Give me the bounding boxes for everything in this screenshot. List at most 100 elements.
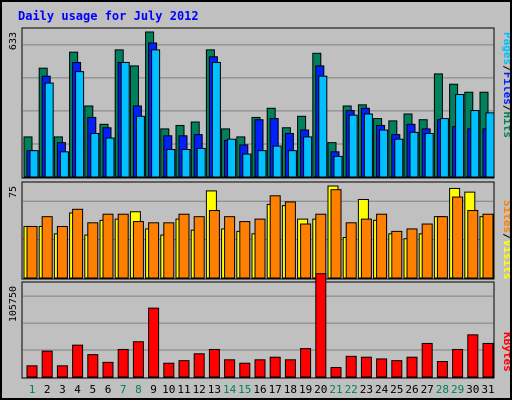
bar-sites-day-22 (345, 222, 357, 279)
x-tick-label-day-2: 2 (44, 383, 51, 396)
bar-pages-day-11 (181, 149, 191, 178)
x-tick-label-day-20: 20 (314, 383, 327, 396)
bar-kbytes-day-7 (117, 348, 129, 378)
x-tick-label-day-13: 13 (208, 383, 221, 396)
sites-ymax-label: 75 (8, 186, 19, 198)
bar-sites-day-24 (376, 213, 388, 279)
x-tick-label-day-14: 14 (223, 383, 237, 396)
bar-sites-day-16 (254, 218, 266, 279)
bar-pages-day-16 (257, 150, 267, 178)
bar-kbytes-day-3 (56, 365, 68, 378)
bar-sites-day-3 (56, 225, 68, 279)
bar-kbytes-day-21 (330, 367, 342, 378)
legend-pages: Pages (501, 32, 510, 65)
bar-kbytes-day-15 (239, 362, 251, 378)
bar-pages-day-20 (318, 75, 328, 178)
bar-pages-day-17 (272, 145, 282, 178)
bar-kbytes-day-24 (376, 358, 388, 378)
bar-pages-day-14 (227, 138, 237, 178)
x-tick-label-day-24: 24 (375, 383, 389, 396)
bar-sites-day-8 (132, 221, 144, 279)
x-tick-label-day-11: 11 (177, 383, 190, 396)
bar-kbytes-day-13 (208, 348, 220, 378)
bar-pages-day-15 (242, 153, 252, 178)
bar-kbytes-day-30 (467, 334, 479, 378)
x-tick-label-day-22: 22 (345, 383, 358, 396)
bar-sites-day-4 (72, 208, 84, 279)
x-tick-label-day-5: 5 (89, 383, 96, 396)
bar-sites-day-7 (117, 213, 129, 279)
x-tick-label-day-12: 12 (193, 383, 206, 396)
bar-kbytes-day-17 (269, 356, 281, 378)
x-tick-label-day-21: 21 (329, 383, 342, 396)
legend-files: Files (501, 72, 510, 105)
chart-title: Daily usage for July 2012 (18, 9, 199, 23)
x-tick-label-day-25: 25 (390, 383, 403, 396)
bar-sites-day-6 (102, 213, 114, 279)
legend-hits-panel: Pages/Files/Hits (501, 32, 510, 138)
bar-sites-day-27 (421, 223, 433, 279)
bar-sites-day-15 (239, 221, 251, 279)
bar-sites-day-21 (330, 189, 342, 279)
x-tick-label-day-15: 15 (238, 383, 251, 396)
hits-ymax-label: 633 (8, 32, 19, 50)
bar-pages-day-6 (105, 137, 115, 178)
x-axis-labels: 1 2 3 4 5 6 7 8 9 10 11 12 13 14 15 16 17 18 19 20 21 22 23 24 2… (29, 383, 495, 396)
bar-pages-day-2 (44, 82, 54, 178)
x-tick-label-day-23: 23 (360, 383, 373, 396)
bar-pages-day-1 (29, 150, 39, 178)
bar-pages-day-10 (166, 149, 176, 178)
x-tick-label-day-3: 3 (59, 383, 66, 396)
bar-kbytes-day-19 (300, 348, 312, 378)
bar-kbytes-day-10 (163, 362, 175, 378)
bar-sites-day-28 (436, 216, 448, 279)
kbytes-ymax-label: 105750 (8, 286, 19, 322)
bar-sites-day-10 (163, 222, 175, 279)
bar-sites-day-11 (178, 213, 190, 279)
x-tick-label-day-29: 29 (451, 383, 464, 396)
x-tick-label-day-4: 4 (74, 383, 81, 396)
x-tick-label-day-19: 19 (299, 383, 312, 396)
x-tick-label-day-10: 10 (162, 383, 175, 396)
bar-pages-day-26 (409, 131, 419, 178)
legend-sites: Sites (501, 200, 510, 233)
bar-kbytes-day-27 (421, 342, 433, 378)
bar-kbytes-day-5 (87, 354, 99, 378)
bar-pages-day-5 (90, 132, 100, 178)
bar-kbytes-day-25 (391, 360, 403, 378)
bar-sites-day-20 (315, 213, 327, 279)
bar-kbytes-day-12 (193, 353, 205, 378)
bar-kbytes-day-29 (452, 348, 464, 378)
bar-kbytes-day-9 (148, 307, 160, 378)
legend-visits: Visits (501, 240, 510, 280)
bar-kbytes-day-6 (102, 361, 114, 378)
bar-sites-day-30 (467, 210, 479, 279)
bar-pages-day-13 (211, 61, 221, 178)
bars-group (23, 31, 495, 378)
bar-pages-day-30 (470, 110, 480, 178)
bar-sites-day-19 (300, 223, 312, 279)
x-tick-label-day-6: 6 (105, 383, 112, 396)
x-tick-label-day-30: 30 (466, 383, 479, 396)
bar-pages-day-22 (348, 114, 358, 178)
x-tick-label-day-9: 9 (150, 383, 157, 396)
bar-pages-day-8 (135, 115, 145, 178)
bar-kbytes-day-20 (315, 273, 327, 378)
bar-pages-day-23 (363, 113, 373, 178)
legend-sites-panel: Sites/Visits (501, 200, 510, 280)
bar-kbytes-day-23 (360, 356, 372, 378)
bar-sites-day-18 (284, 201, 296, 279)
x-tick-label-day-16: 16 (253, 383, 266, 396)
bar-kbytes-day-4 (72, 344, 84, 378)
x-tick-label-day-7: 7 (120, 383, 127, 396)
legend-kbytes: KBytes (501, 332, 510, 372)
bar-pages-day-31 (485, 112, 495, 178)
bar-sites-day-14 (224, 216, 236, 279)
legend-hits: Hits (501, 112, 510, 139)
bar-sites-day-9 (148, 222, 160, 279)
x-tick-label-day-17: 17 (269, 383, 282, 396)
bar-pages-day-9 (151, 49, 161, 178)
bar-pages-day-24 (379, 129, 389, 178)
bar-kbytes-day-26 (406, 356, 418, 378)
